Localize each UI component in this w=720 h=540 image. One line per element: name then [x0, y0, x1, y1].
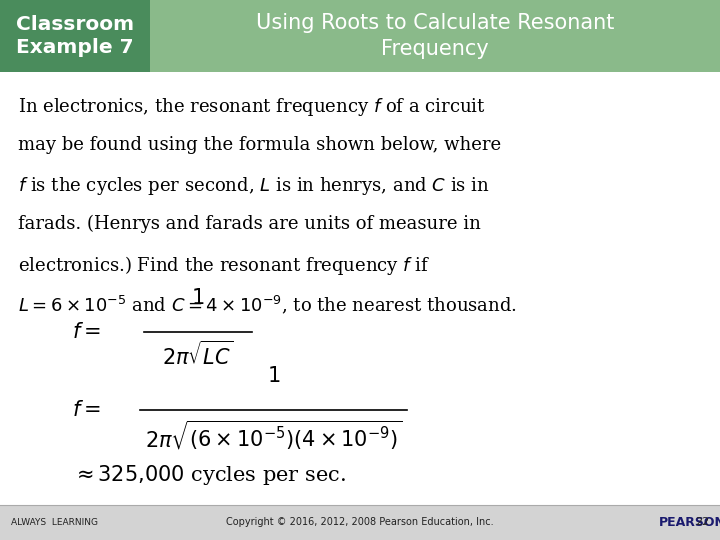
Text: farads. (Henrys and farads are units of measure in: farads. (Henrys and farads are units of … — [18, 214, 481, 233]
Text: In electronics, the resonant frequency $f$ of a circuit: In electronics, the resonant frequency $… — [18, 96, 486, 118]
Text: Classroom
Example 7: Classroom Example 7 — [16, 15, 134, 57]
Text: $2\pi\sqrt{LC}$: $2\pi\sqrt{LC}$ — [162, 340, 234, 369]
Text: PEARSON: PEARSON — [659, 516, 720, 529]
Text: Using Roots to Calculate Resonant
Frequency: Using Roots to Calculate Resonant Freque… — [256, 13, 614, 59]
Bar — [0, 0, 150, 72]
Text: $f =$: $f =$ — [72, 322, 101, 342]
Bar — [0, 505, 720, 540]
Text: 22: 22 — [695, 517, 709, 528]
Text: $f$ is the cycles per second, $L$ is in henrys, and $C$ is in: $f$ is the cycles per second, $L$ is in … — [18, 175, 490, 197]
Text: $\approx 325{,}000$ cycles per sec.: $\approx 325{,}000$ cycles per sec. — [72, 463, 346, 487]
Text: $f =$: $f =$ — [72, 400, 101, 421]
Text: $L = 6 \times 10^{-5}$ and $C = 4 \times 10^{-9}$, to the nearest thousand.: $L = 6 \times 10^{-5}$ and $C = 4 \times… — [18, 293, 517, 315]
Text: ALWAYS  LEARNING: ALWAYS LEARNING — [11, 518, 98, 527]
Text: $1$: $1$ — [267, 366, 280, 386]
Text: Copyright © 2016, 2012, 2008 Pearson Education, Inc.: Copyright © 2016, 2012, 2008 Pearson Edu… — [226, 517, 494, 528]
Text: $2\pi\sqrt{(6\times10^{-5})(4\times10^{-9})}$: $2\pi\sqrt{(6\times10^{-5})(4\times10^{-… — [145, 418, 402, 452]
Bar — [150, 0, 720, 72]
Text: may be found using the formula shown below, where: may be found using the formula shown bel… — [18, 136, 501, 153]
Text: electronics.) Find the resonant frequency $f$ if: electronics.) Find the resonant frequenc… — [18, 254, 431, 277]
Text: $1$: $1$ — [192, 288, 204, 308]
